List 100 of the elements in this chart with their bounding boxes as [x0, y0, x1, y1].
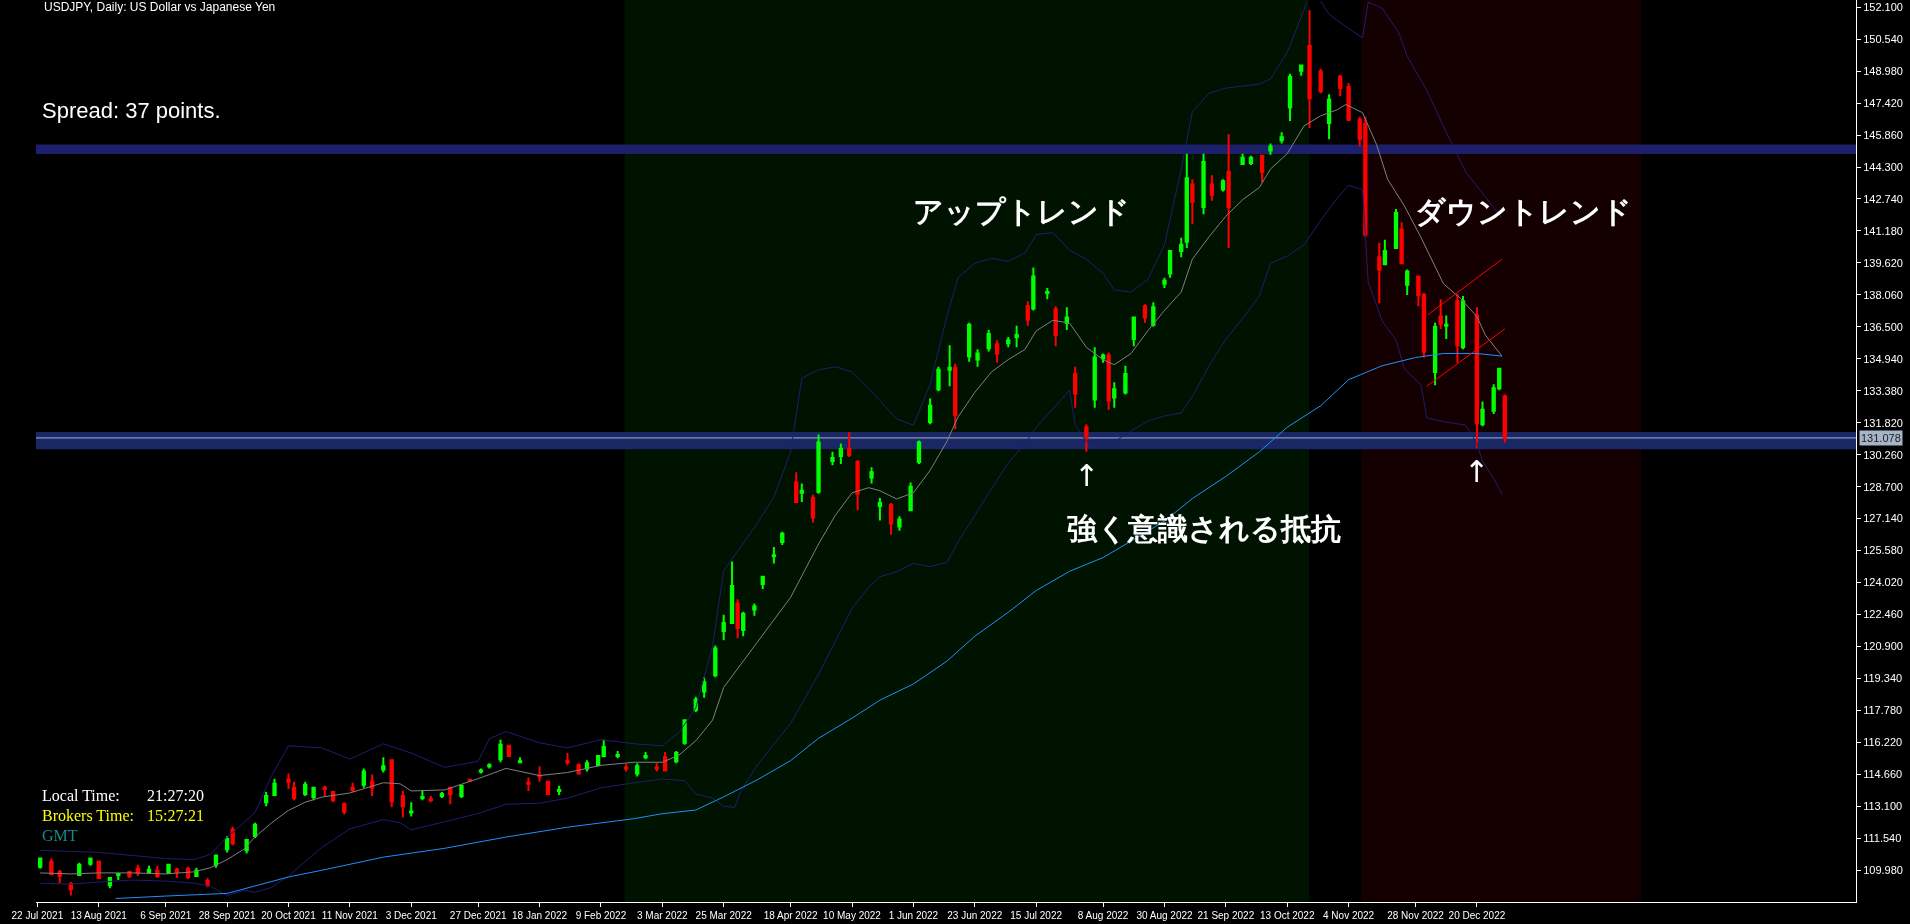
candlestick: [1502, 393, 1507, 444]
candlestick: [263, 790, 269, 808]
y-tick-label: 130.260: [1863, 448, 1903, 461]
candlestick: [1179, 236, 1184, 259]
candlestick: [498, 738, 503, 764]
candlestick: [701, 676, 707, 699]
candlestick: [537, 765, 542, 783]
candlestick: [1190, 178, 1195, 226]
x-tick-label: 21 Sep 2022: [1197, 910, 1255, 921]
candlestick: [146, 864, 152, 875]
annotation: GMT: [42, 827, 78, 844]
candlestick: [1279, 131, 1284, 145]
x-tick-label: 25 Mar 2022: [695, 910, 753, 921]
candlestick: [1259, 153, 1265, 184]
candlestick: [780, 530, 785, 547]
candlestick: [654, 762, 659, 773]
y-tick-label: 138.060: [1863, 288, 1903, 301]
candlestick: [927, 397, 933, 426]
candlestick: [389, 758, 394, 809]
y-tick-label: 116.220: [1863, 736, 1903, 749]
candlestick: [205, 877, 210, 889]
candlestick: [409, 801, 414, 818]
x-tick-label: 6 Sep 2021: [140, 910, 192, 921]
x-tick-label: 8 Aug 2022: [1077, 910, 1129, 921]
candlestick: [953, 362, 958, 431]
candlestick: [729, 560, 735, 625]
candlestick: [967, 321, 972, 363]
candlestick: [1405, 268, 1410, 297]
x-tick-label: 30 Aug 2022: [1136, 910, 1193, 921]
candlestick: [1240, 152, 1245, 166]
candlestick: [478, 767, 484, 775]
annotation: Brokers Time:: [42, 807, 135, 824]
candlestick: [1307, 9, 1312, 130]
candlestick: [721, 613, 726, 642]
candlestick: [1299, 63, 1304, 77]
x-tick-label: 13 Aug 2021: [70, 910, 128, 921]
candlestick: [166, 862, 171, 875]
annotation: 15:27:21: [147, 807, 204, 824]
x-tick-label: 15 Jul 2022: [1010, 910, 1063, 921]
x-tick-label: 18 Apr 2022: [763, 910, 819, 921]
candlestick: [322, 784, 327, 798]
candlestick: [1220, 178, 1226, 193]
x-tick-label: 9 Feb 2022: [575, 910, 627, 921]
candlestick: [897, 515, 902, 532]
candlestick: [174, 866, 180, 880]
y-tick-label: 127.140: [1863, 512, 1903, 525]
candlestick: [947, 344, 952, 388]
candlestick: [350, 781, 355, 793]
candlestick: [1184, 152, 1189, 249]
y-tick-label: 114.660: [1863, 768, 1903, 781]
candlestick: [713, 644, 718, 679]
candlestick: [194, 866, 199, 878]
candlestick: [986, 328, 991, 353]
candlestick: [1142, 303, 1148, 324]
candlestick: [1167, 250, 1173, 279]
candlestick: [244, 838, 249, 855]
candlestick: [1268, 142, 1273, 156]
candlestick: [771, 546, 777, 565]
candlestick: [1460, 295, 1466, 351]
candlestick: [1382, 238, 1388, 267]
y-tick-label: 136.500: [1863, 320, 1903, 333]
candlestick: [459, 783, 464, 800]
candlestick: [877, 496, 883, 522]
candlestick: [1045, 286, 1050, 301]
y-tick-label: 152.100: [1863, 1, 1903, 14]
x-tick-label: 1 Jun 2022: [888, 910, 939, 921]
x-tick-label: 28 Sep 2021: [198, 910, 256, 921]
candlestick: [1287, 72, 1293, 122]
x-tick-label: 3 Dec 2021: [385, 910, 438, 921]
candlestick: [1014, 324, 1019, 349]
candlestick: [635, 762, 640, 778]
candlestick: [1064, 306, 1070, 331]
candlestick: [506, 743, 512, 758]
x-tick-label: 28 Nov 2022: [1387, 910, 1445, 921]
candlestick: [908, 481, 913, 513]
candlestick: [88, 856, 93, 867]
candlestick: [1377, 241, 1382, 305]
y-tick-label: 141.180: [1863, 224, 1903, 237]
candlestick: [381, 756, 386, 774]
y-tick-label: 125.580: [1863, 544, 1903, 557]
y-tick-label: 134.940: [1863, 352, 1903, 365]
y-tick-label: 144.300: [1863, 160, 1903, 173]
candlestick: [615, 749, 620, 760]
candlestick: [439, 790, 445, 800]
candlestick: [936, 365, 941, 393]
y-tick-label: 119.340: [1863, 672, 1903, 685]
x-tick-label: 20 Oct 2021: [261, 910, 317, 921]
candlestick: [623, 763, 629, 773]
candlestick: [38, 856, 43, 870]
candlestick: [643, 751, 648, 761]
y-tick-label: 113.100: [1863, 800, 1903, 813]
candlestick: [213, 853, 219, 869]
candlestick: [601, 738, 606, 759]
x-tick-label: 11 Nov 2021: [321, 910, 379, 921]
candlestick: [760, 575, 765, 591]
candlestick: [847, 431, 852, 458]
candlestick: [517, 756, 523, 765]
x-tick-label: 20 Dec 2022: [1448, 910, 1506, 921]
candlestick: [311, 785, 316, 802]
x-tick-label: 18 Jan 2022: [512, 910, 568, 921]
